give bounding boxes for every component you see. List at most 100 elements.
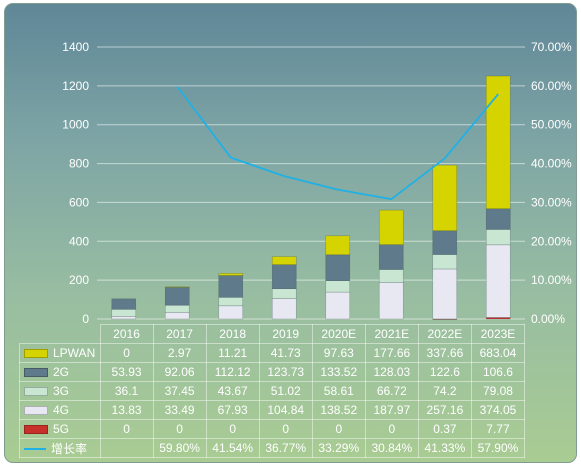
- bar-segment-lpwan: [378, 209, 404, 245]
- category-label: 2018: [205, 324, 260, 344]
- y-tick-label: 1200: [62, 79, 89, 93]
- data-label: 122.6: [417, 362, 472, 382]
- series-name: 2G: [53, 365, 70, 379]
- category-label: 2020E: [311, 324, 366, 344]
- bar-segment-3g: [325, 280, 351, 293]
- data-label: 33.49: [152, 400, 207, 420]
- data-label: 138.52: [311, 400, 366, 420]
- data-label: 7.77: [470, 419, 526, 439]
- legend-line-swatch: [24, 448, 46, 451]
- data-label: 0: [364, 419, 419, 439]
- data-label: 0: [99, 419, 154, 439]
- legend-entry: 3G: [19, 381, 101, 401]
- data-label: 0.37: [417, 419, 472, 439]
- table-row: 2G 53.93 92.06 112.12 123.73 133.52 128.03 122.…: [19, 362, 526, 382]
- data-label: 11.21: [205, 343, 260, 363]
- data-label: 53.93: [99, 362, 154, 382]
- legend-entry: 5G: [19, 419, 101, 439]
- bar-segment-4g: [271, 298, 297, 320]
- legend-entry: LPWAN: [19, 343, 101, 363]
- data-label: 257.16: [417, 400, 472, 420]
- y-tick-label: 200: [69, 273, 89, 287]
- bar-segment-3g: [164, 304, 190, 313]
- data-label: 67.93: [205, 400, 260, 420]
- bar-segment-4g: [111, 316, 137, 320]
- y-tick-label: 1000: [62, 118, 89, 132]
- data-label: 106.6: [470, 362, 526, 382]
- bar-segment-2g: [325, 254, 351, 282]
- legend-swatch: [24, 406, 48, 416]
- bar-segment-4g: [164, 312, 190, 320]
- data-label: 33.29%: [311, 438, 366, 458]
- bar-segment-4g: [378, 282, 404, 320]
- legend-swatch: [24, 425, 48, 435]
- data-label: 41.73: [258, 343, 313, 363]
- y-tick-label: 1400: [62, 40, 89, 54]
- series-name: 5G: [53, 422, 70, 436]
- series-name: 3G: [53, 384, 70, 398]
- legend-entry: 2G: [19, 362, 101, 382]
- bar-segment-4g: [432, 268, 458, 320]
- data-label: 59.80%: [152, 438, 207, 458]
- data-label: 0: [258, 419, 313, 439]
- bar-segment-lpwan: [271, 256, 297, 265]
- bar-segment-3g: [271, 288, 297, 299]
- data-label: 104.84: [258, 400, 313, 420]
- bar-segment-4g: [218, 305, 244, 320]
- category-label: 2016: [99, 324, 154, 344]
- data-label: 37.45: [152, 381, 207, 401]
- table-row: 3G 36.1 37.45 43.67 51.02 58.61 66.72 74.2 79.08: [19, 381, 526, 401]
- table-row: 5G 0 0 0 0 0 0 0.37 7.77: [19, 419, 526, 439]
- category-label: 2022E: [417, 324, 472, 344]
- series-name: 增长率: [51, 441, 88, 456]
- data-label: 0: [311, 419, 366, 439]
- legend-entry: 4G: [19, 400, 101, 420]
- bar-segment-lpwan: [218, 273, 244, 276]
- y2-tick-label: 60.00%: [531, 79, 572, 93]
- data-label: 374.05: [470, 400, 526, 420]
- y2-tick-label: 10.00%: [531, 273, 572, 287]
- data-label: 187.97: [364, 400, 419, 420]
- legend-swatch: [24, 387, 48, 397]
- data-label: 41.54%: [205, 438, 260, 458]
- data-label: 79.08: [470, 381, 526, 401]
- bar-segment-2g: [432, 230, 458, 255]
- bar-segment-3g: [432, 254, 458, 270]
- bar-segment-4g: [325, 291, 351, 320]
- bar-segment-4g: [485, 244, 511, 318]
- legend-swatch: [24, 368, 48, 378]
- bar-segment-2g: [378, 244, 404, 270]
- y2-tick-label: 40.00%: [531, 157, 572, 171]
- data-label: 36.77%: [258, 438, 313, 458]
- bar-segment-2g: [271, 264, 297, 290]
- category-label: 2021E: [364, 324, 419, 344]
- y-tick-label: 400: [69, 234, 89, 248]
- bar-segment-3g: [111, 308, 137, 317]
- bar-segment-lpwan: [485, 75, 511, 210]
- data-label: 66.72: [364, 381, 419, 401]
- y2-tick-label: 50.00%: [531, 118, 572, 132]
- category-label: 2023E: [470, 324, 526, 344]
- bar-segment-3g: [485, 229, 511, 246]
- data-label: 97.63: [311, 343, 366, 363]
- data-label: 30.84%: [364, 438, 419, 458]
- bar-segment-2g: [485, 208, 511, 230]
- legend-entry: 增长率: [19, 438, 101, 458]
- growth-rate-line: [176, 86, 499, 201]
- data-label: 128.03: [364, 362, 419, 382]
- table-corner: [19, 324, 101, 344]
- data-label: 2.97: [152, 343, 207, 363]
- data-label: 123.73: [258, 362, 313, 382]
- data-label: 43.67: [205, 381, 260, 401]
- bar-segment-lpwan: [325, 235, 351, 256]
- y-tick-label: 0: [82, 312, 89, 326]
- table-row: LPWAN 0 2.97 11.21 41.73 97.63 177.66 337.66 683…: [19, 343, 526, 363]
- data-label: 0: [99, 343, 154, 363]
- y2-tick-label: 70.00%: [531, 40, 572, 54]
- data-label: 133.52: [311, 362, 366, 382]
- bar-segment-lpwan: [164, 286, 190, 288]
- data-label: 36.1: [99, 381, 154, 401]
- data-label: 0: [152, 419, 207, 439]
- data-label: 58.61: [311, 381, 366, 401]
- data-label: 13.83: [99, 400, 154, 420]
